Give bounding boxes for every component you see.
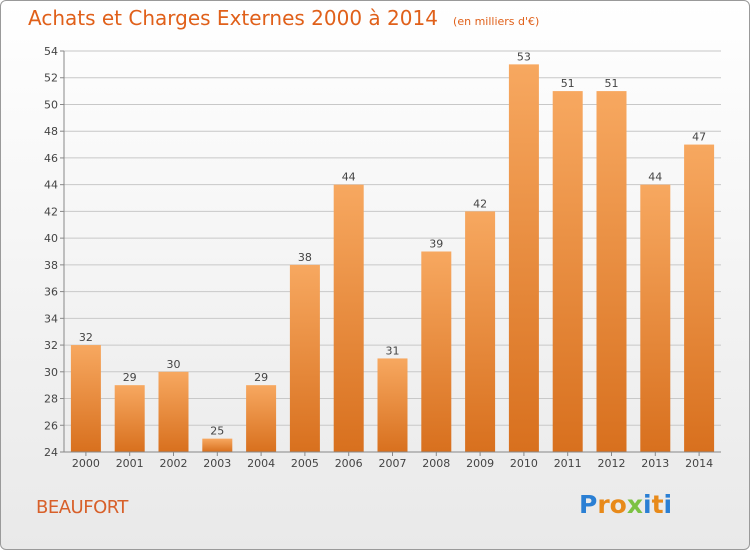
y-tick-label: 54: [44, 45, 58, 58]
logo-letter: r: [597, 490, 610, 519]
logo-letter: x: [626, 490, 643, 519]
bar: [246, 385, 277, 452]
logo-letter: i: [643, 490, 652, 519]
data-label: 38: [298, 251, 312, 264]
data-label: 47: [692, 131, 706, 144]
y-tick-label: 36: [44, 286, 58, 299]
y-tick-label: 48: [44, 125, 58, 138]
y-tick-label: 46: [44, 152, 58, 165]
y-tick-label: 32: [44, 339, 58, 352]
data-label: 29: [123, 371, 137, 384]
bar: [333, 184, 364, 452]
logo-letter: o: [609, 490, 627, 519]
bar: [465, 211, 496, 452]
logo-letter: t: [651, 490, 664, 519]
y-tick-label: 44: [44, 179, 58, 192]
proxiti-logo[interactable]: Proxiti: [579, 490, 672, 519]
labels-layer: 32 29 30 25 29 38 44 31 39 42 53 51 51 44 47: [79, 50, 706, 437]
bar: [377, 358, 408, 452]
x-tick-label: 2009: [466, 457, 494, 470]
data-label: 51: [605, 77, 619, 90]
x-tick-label: 2005: [291, 457, 319, 470]
commune-name: BEAUFORT: [36, 497, 128, 518]
bar: [640, 184, 671, 452]
y-tick-label: 38: [44, 259, 58, 272]
y-tick-label: 40: [44, 232, 58, 245]
bar: [114, 385, 145, 452]
x-tick-label: 2006: [335, 457, 363, 470]
y-tick-label: 26: [44, 419, 58, 432]
bar: [596, 91, 627, 452]
axis-layer: 24 26 28 30 32 34 36 38 40 42 44 46 48 50 52 54 2000 2001…: [44, 45, 721, 470]
y-tick-label: 42: [44, 205, 58, 218]
x-tick-label: 2001: [116, 457, 144, 470]
bar: [70, 345, 101, 452]
data-label: 30: [167, 358, 181, 371]
data-label: 51: [561, 77, 575, 90]
bar: [508, 64, 539, 452]
x-tick-label: 2008: [422, 457, 450, 470]
unit-note: (en milliers d'€): [453, 15, 540, 28]
x-tick-label: 2002: [160, 457, 188, 470]
data-label: 44: [342, 171, 356, 184]
x-tick-label: 2012: [598, 457, 626, 470]
bar: [289, 264, 320, 452]
y-tick-label: 50: [44, 98, 58, 111]
x-tick-label: 2004: [247, 457, 275, 470]
x-tick-label: 2003: [203, 457, 231, 470]
bar: [684, 144, 715, 453]
bar: [552, 91, 583, 452]
data-label: 31: [386, 344, 400, 357]
title-block: Achats et Charges Externes 2000 à 2014 (…: [28, 6, 539, 30]
x-tick-label: 2013: [641, 457, 669, 470]
y-tick-label: 24: [44, 446, 58, 459]
data-label: 32: [79, 331, 93, 344]
data-label: 42: [473, 197, 487, 210]
logo-letter: i: [663, 490, 673, 519]
bar: [158, 371, 189, 452]
x-tick-label: 2007: [379, 457, 407, 470]
data-label: 25: [210, 425, 224, 438]
data-label: 29: [254, 371, 268, 384]
bar: [421, 251, 452, 452]
data-label: 39: [429, 238, 443, 251]
chart-title: Achats et Charges Externes 2000 à 2014: [28, 6, 438, 30]
x-tick-label: 2011: [554, 457, 582, 470]
y-tick-label: 30: [44, 366, 58, 379]
y-tick-label: 52: [44, 72, 58, 85]
x-tick-label: 2010: [510, 457, 538, 470]
x-tick-label: 2000: [72, 457, 100, 470]
data-label: 53: [517, 50, 531, 63]
bar: [202, 438, 233, 452]
x-tick-label: 2014: [685, 457, 713, 470]
logo-letter: P: [579, 490, 598, 519]
y-tick-label: 34: [44, 312, 58, 325]
data-label: 44: [648, 171, 662, 184]
bars-layer: [70, 64, 715, 453]
y-tick-label: 28: [44, 393, 58, 406]
